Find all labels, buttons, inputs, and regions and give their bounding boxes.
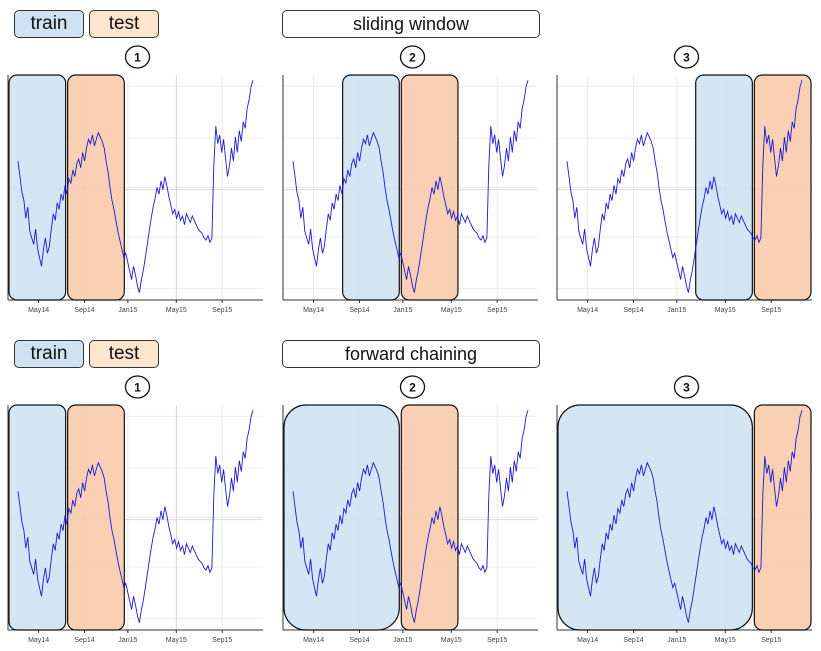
legend-test-label: test bbox=[108, 13, 140, 34]
x-tick-label: May14 bbox=[303, 637, 324, 644]
x-tick-label: Jan15 bbox=[393, 637, 412, 644]
section-title-sliding-window: sliding window bbox=[282, 10, 540, 38]
x-tick-label: May15 bbox=[441, 637, 462, 644]
x-tick-label: Jan15 bbox=[667, 637, 686, 644]
test-window bbox=[400, 74, 459, 301]
train-window bbox=[342, 74, 400, 301]
x-tick-label: May15 bbox=[166, 307, 187, 314]
legend-test-label: test bbox=[108, 343, 140, 364]
x-tick-label: Sep14 bbox=[623, 307, 643, 314]
x-tick-label: Jan15 bbox=[667, 307, 686, 314]
series-line bbox=[292, 80, 529, 293]
x-tick-label: May14 bbox=[28, 307, 49, 314]
step-number-circle bbox=[673, 45, 700, 69]
test-window bbox=[753, 74, 812, 301]
step-number: 1 bbox=[134, 381, 141, 395]
x-tick-label: Sep14 bbox=[623, 637, 643, 644]
x-tick-label: May14 bbox=[303, 307, 324, 314]
step-number: 3 bbox=[683, 381, 690, 395]
x-tick-label: Sep15 bbox=[487, 637, 507, 644]
section-title-label: forward chaining bbox=[344, 343, 478, 364]
x-tick-label: May14 bbox=[577, 307, 598, 314]
legend-train-label: train bbox=[30, 13, 68, 34]
step-number: 3 bbox=[683, 51, 690, 65]
series-line bbox=[566, 80, 803, 293]
x-tick-label: Sep15 bbox=[212, 307, 232, 314]
test-window bbox=[67, 74, 125, 301]
test-window bbox=[400, 404, 459, 631]
series-line bbox=[17, 410, 254, 623]
x-tick-label: May14 bbox=[577, 637, 598, 644]
x-tick-label: Sep14 bbox=[349, 637, 369, 644]
step-number: 1 bbox=[134, 51, 141, 65]
train-window bbox=[283, 404, 400, 631]
test-window bbox=[67, 404, 125, 631]
step-number-circle bbox=[399, 45, 426, 69]
step-number-circle bbox=[673, 375, 700, 399]
x-tick-label: Sep15 bbox=[761, 307, 781, 314]
legend-test-1: test bbox=[89, 10, 159, 38]
series-line bbox=[17, 80, 254, 293]
step-number: 2 bbox=[409, 51, 416, 65]
x-tick-label: Jan15 bbox=[118, 637, 137, 644]
train-window bbox=[557, 404, 753, 631]
legend-train-label: train bbox=[30, 343, 68, 364]
test-window bbox=[753, 404, 812, 631]
x-tick-label: Jan15 bbox=[118, 307, 137, 314]
series-line bbox=[566, 410, 803, 623]
x-tick-label: May15 bbox=[715, 637, 736, 644]
x-tick-label: May14 bbox=[28, 637, 49, 644]
step-number-circle bbox=[399, 375, 426, 399]
x-tick-label: Sep14 bbox=[74, 637, 94, 644]
x-tick-label: Jan15 bbox=[393, 307, 412, 314]
legend-train-2: train bbox=[14, 340, 84, 368]
train-window bbox=[695, 74, 753, 301]
x-tick-label: Sep14 bbox=[349, 307, 369, 314]
series-line bbox=[292, 410, 529, 623]
step-number-circle bbox=[124, 375, 151, 399]
x-tick-label: May15 bbox=[715, 307, 736, 314]
x-tick-label: Sep15 bbox=[487, 307, 507, 314]
train-window bbox=[8, 74, 67, 301]
x-tick-label: May15 bbox=[166, 637, 187, 644]
legend-train-1: train bbox=[14, 10, 84, 38]
x-tick-label: Sep15 bbox=[212, 637, 232, 644]
train-window bbox=[8, 404, 67, 631]
x-tick-label: Sep15 bbox=[761, 637, 781, 644]
section-title-label: sliding window bbox=[352, 13, 470, 34]
section-title-forward-chaining: forward chaining bbox=[282, 340, 540, 368]
step-number-circle bbox=[124, 45, 151, 69]
x-tick-label: May15 bbox=[441, 307, 462, 314]
step-number: 2 bbox=[409, 381, 416, 395]
x-tick-label: Sep14 bbox=[74, 307, 94, 314]
legend-test-2: test bbox=[89, 340, 159, 368]
